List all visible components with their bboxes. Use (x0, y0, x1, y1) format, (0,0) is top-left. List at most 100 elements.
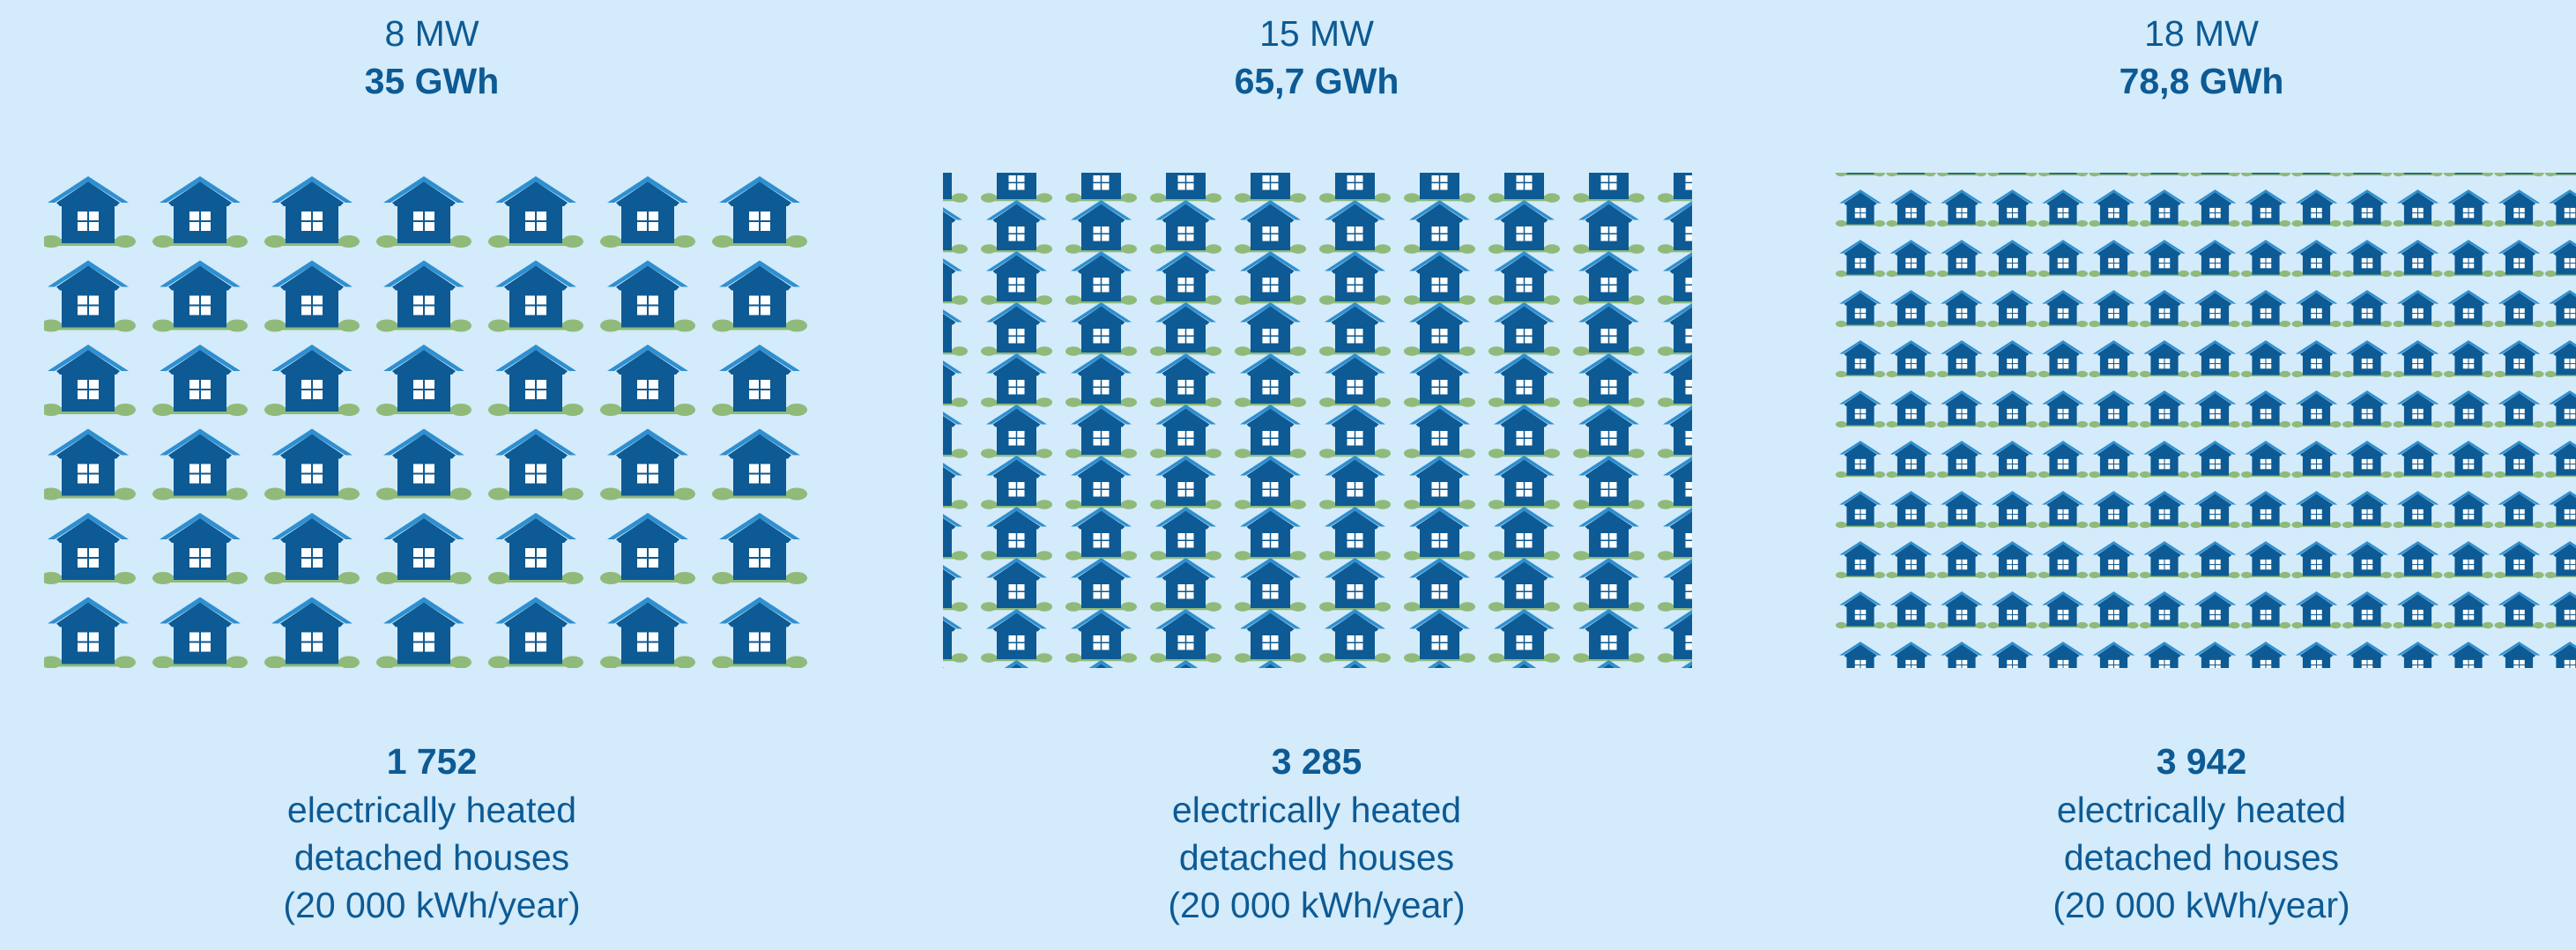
house-icon (1065, 558, 1137, 612)
house-icon (2089, 441, 2139, 479)
house-icon (264, 176, 360, 248)
house-icon (1488, 558, 1560, 612)
house-icon (1488, 507, 1560, 560)
house-icon (152, 428, 248, 501)
house-icon (1488, 609, 1560, 663)
house-icon (1573, 507, 1644, 560)
house-icon (1987, 441, 2038, 479)
house-icon (2190, 390, 2240, 428)
house-icon (1235, 404, 1306, 458)
house-icon (1658, 251, 1692, 305)
house-icon (44, 176, 136, 248)
power-label: 15 MW (1259, 13, 1374, 54)
house-icon (1573, 456, 1644, 509)
house-icon (1488, 353, 1560, 407)
house-icon (1065, 609, 1137, 663)
house-icon (2443, 240, 2494, 278)
house-icon (376, 597, 471, 668)
house-icon (1319, 456, 1391, 509)
house-icon (1658, 173, 1692, 203)
house-icon (1065, 302, 1137, 356)
power-label: 18 MW (2144, 13, 2259, 54)
house-icon (2089, 189, 2139, 227)
caption-line-2: detached houses (293, 837, 570, 878)
house-icon (712, 260, 807, 332)
house-icon (2544, 240, 2576, 278)
house-icon (1936, 390, 1987, 428)
house-icon (2393, 390, 2443, 428)
house-icon (1004, 660, 1029, 668)
house-icon (152, 345, 248, 416)
house-icon (2143, 642, 2186, 668)
house-icon (600, 428, 695, 501)
house-icon (152, 260, 248, 332)
house-icon (2139, 591, 2190, 629)
house-icon (2038, 541, 2089, 579)
house-pattern (44, 176, 807, 668)
house-icon (2544, 173, 2576, 177)
house-icon (1150, 404, 1221, 458)
house-icon (943, 173, 968, 203)
house-icon (2342, 390, 2393, 428)
house-icon (2092, 642, 2135, 668)
house-icon (44, 513, 136, 584)
house-icon (2038, 441, 2089, 479)
house-icon (2443, 441, 2494, 479)
house-icon (1835, 290, 1886, 328)
house-icon (1235, 173, 1306, 203)
house-icon (1235, 456, 1306, 509)
house-icon (152, 597, 248, 668)
house-icon (2494, 491, 2544, 529)
house-icon (488, 260, 583, 332)
house-icon (981, 456, 1052, 509)
house-icon (2393, 240, 2443, 278)
house-icon (1488, 302, 1560, 356)
house-icon (2139, 390, 2190, 428)
house-icon (264, 513, 360, 584)
house-icon (376, 260, 471, 332)
house-icon (2190, 340, 2240, 378)
house-icon (1319, 200, 1391, 254)
house-icon (2291, 390, 2342, 428)
house-icon (1488, 251, 1560, 305)
house-icon (2443, 340, 2494, 378)
house-icon (2245, 642, 2287, 668)
caption-line-2: detached houses (1178, 837, 1455, 878)
house-icon (1258, 660, 1283, 668)
house-icon (943, 258, 968, 305)
house-icon (1658, 609, 1692, 663)
house-icon (264, 597, 360, 668)
house-icon (1886, 340, 1936, 378)
house-icon (376, 176, 471, 248)
house-icon (376, 345, 471, 416)
house-icon (1150, 302, 1221, 356)
house-icon (1150, 200, 1221, 254)
house-icon (1573, 251, 1644, 305)
house-icon (1658, 456, 1692, 509)
house-icon (2393, 491, 2443, 529)
house-icon (1886, 441, 1936, 479)
house-icon (2240, 240, 2291, 278)
house-icon (981, 609, 1052, 663)
house-icon (1319, 353, 1391, 407)
house-icon (943, 360, 968, 407)
house-icon (1235, 353, 1306, 407)
house-icon (981, 507, 1052, 560)
house-icon (1511, 660, 1537, 668)
house-icon (2443, 491, 2494, 529)
energy-label: 65,7 GWh (1234, 61, 1399, 101)
house-icon (1573, 609, 1644, 663)
house-icon (2139, 290, 2190, 328)
panel-1: 8 MW 35 GWh 1 752 electrically heated de… (0, 0, 864, 950)
house-icon (1088, 660, 1114, 668)
house-icon (2291, 491, 2342, 529)
house-icon (600, 345, 695, 416)
house-icon (1936, 591, 1987, 629)
house-icon (2139, 173, 2190, 177)
house-icon (264, 428, 360, 501)
house-icon (1941, 642, 1983, 668)
house-icon (1573, 558, 1644, 612)
house-icon (2291, 173, 2342, 177)
caption-line-1: electrically heated (1171, 790, 1462, 830)
house-icon (1835, 390, 1886, 428)
